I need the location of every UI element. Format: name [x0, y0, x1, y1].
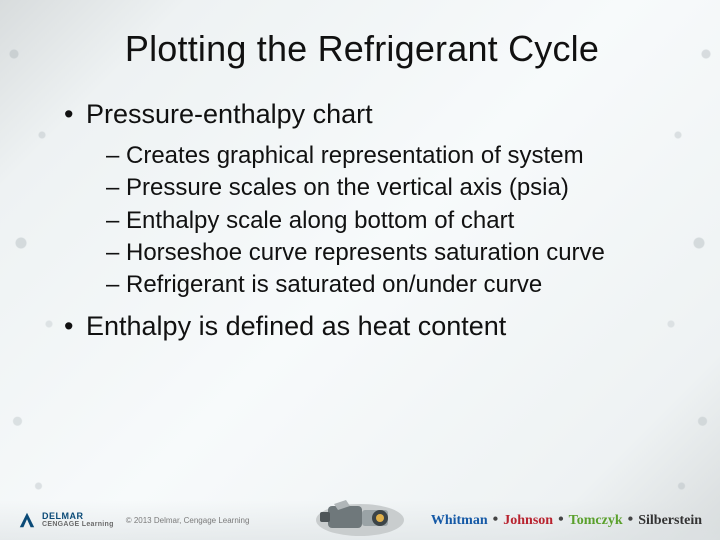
list-item: Pressure scales on the vertical axis (ps… — [106, 172, 660, 204]
copyright-text: © 2013 Delmar, Cengage Learning — [126, 516, 250, 525]
list-item: Creates graphical representation of syst… — [106, 140, 660, 172]
logo-line1: DELMAR — [42, 512, 114, 521]
slide-title: Plotting the Refrigerant Cycle — [64, 28, 660, 70]
author-name: Johnson — [503, 513, 553, 529]
logo-line2: CENGAGE Learning — [42, 521, 114, 528]
bullet-list-level1: Pressure-enthalpy chart Creates graphica… — [64, 98, 660, 349]
list-item-text: Enthalpy scale along bottom of chart — [126, 207, 514, 234]
list-item-text: Horseshoe curve represents saturation cu… — [126, 239, 605, 266]
author-name: Silberstein — [638, 513, 702, 529]
list-item: Refrigerant is saturated on/under curve — [106, 269, 660, 301]
publisher-logo: DELMAR CENGAGE Learning — [18, 511, 114, 529]
list-item: Horseshoe curve represents saturation cu… — [106, 237, 660, 269]
list-item-text: Enthalpy is defined as heat content — [86, 311, 506, 341]
author-name: Tomczyk — [569, 513, 623, 529]
list-item: Enthalpy is defined as heat content — [64, 310, 660, 344]
authors: Whitman• Johnson• Tomczyk• Silberstein — [431, 511, 702, 529]
logo-icon — [18, 511, 36, 529]
decorative-image — [300, 490, 420, 538]
logo-text: DELMAR CENGAGE Learning — [42, 512, 114, 528]
separator-dot: • — [558, 511, 564, 529]
footer: DELMAR CENGAGE Learning © 2013 Delmar, C… — [0, 500, 720, 540]
footer-left: DELMAR CENGAGE Learning © 2013 Delmar, C… — [18, 511, 249, 529]
author-name: Whitman — [431, 513, 488, 529]
list-item: Enthalpy scale along bottom of chart — [106, 205, 660, 237]
slide: Plotting the Refrigerant Cycle Pressure-… — [0, 0, 720, 540]
list-item: Pressure-enthalpy chart Creates graphica… — [64, 98, 660, 302]
list-item-text: Creates graphical representation of syst… — [126, 142, 584, 169]
list-item-text: Pressure scales on the vertical axis (ps… — [126, 174, 569, 201]
separator-dot: • — [628, 511, 634, 529]
list-item-text: Pressure-enthalpy chart — [86, 99, 373, 129]
separator-dot: • — [493, 511, 499, 529]
bullet-list-level2: Creates graphical representation of syst… — [86, 140, 660, 302]
list-item-text: Refrigerant is saturated on/under curve — [126, 271, 542, 298]
